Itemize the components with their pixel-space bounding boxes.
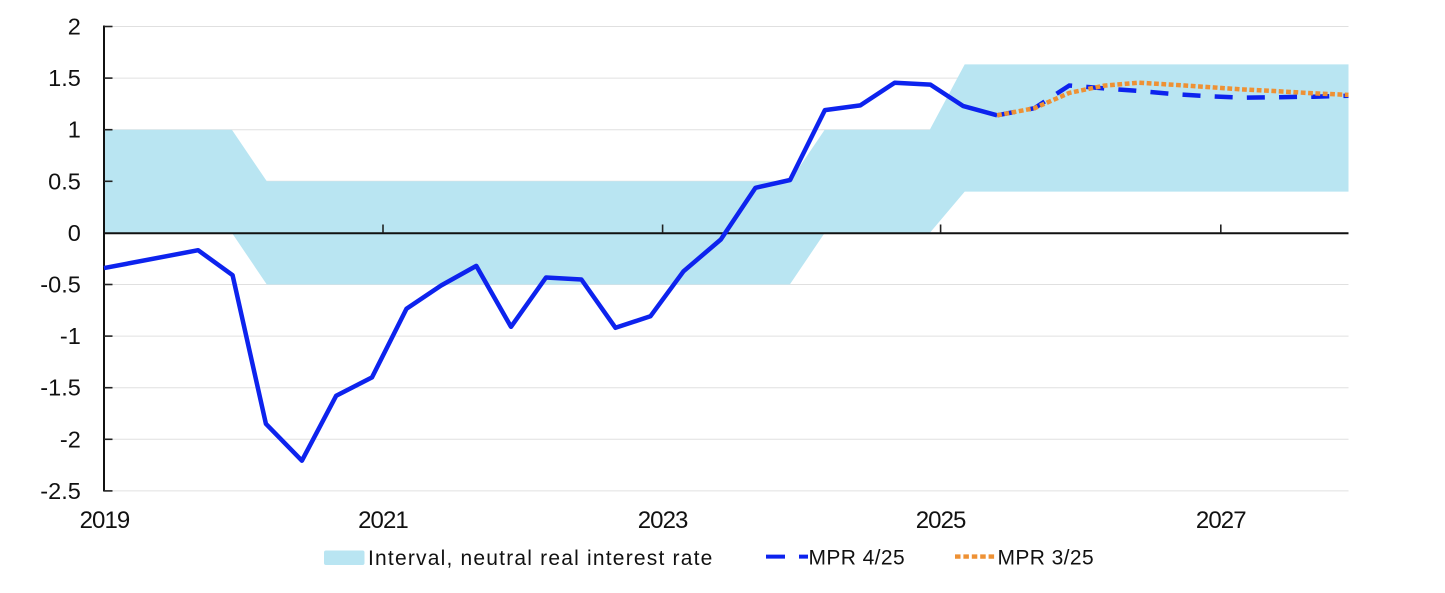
svg-text:2027: 2027 [1196, 507, 1246, 534]
svg-text:0: 0 [68, 220, 81, 246]
svg-text:MPR 3/25: MPR 3/25 [998, 547, 1095, 570]
svg-text:2023: 2023 [638, 507, 688, 534]
svg-text:2: 2 [68, 14, 81, 40]
svg-text:2021: 2021 [358, 507, 408, 534]
svg-text:Interval, neutral real interes: Interval, neutral real interest rate [368, 547, 714, 570]
svg-text:0.5: 0.5 [48, 168, 81, 194]
svg-text:2019: 2019 [80, 507, 130, 534]
svg-text:-2: -2 [60, 426, 81, 452]
svg-text:-0.5: -0.5 [40, 272, 81, 298]
svg-text:MPR 4/25: MPR 4/25 [809, 547, 906, 570]
svg-text:-2.5: -2.5 [40, 478, 81, 504]
svg-text:-1.5: -1.5 [40, 375, 81, 401]
svg-text:2025: 2025 [916, 507, 966, 534]
svg-text:1: 1 [68, 117, 81, 143]
svg-text:1.5: 1.5 [48, 65, 81, 91]
svg-text:-1: -1 [60, 323, 81, 349]
